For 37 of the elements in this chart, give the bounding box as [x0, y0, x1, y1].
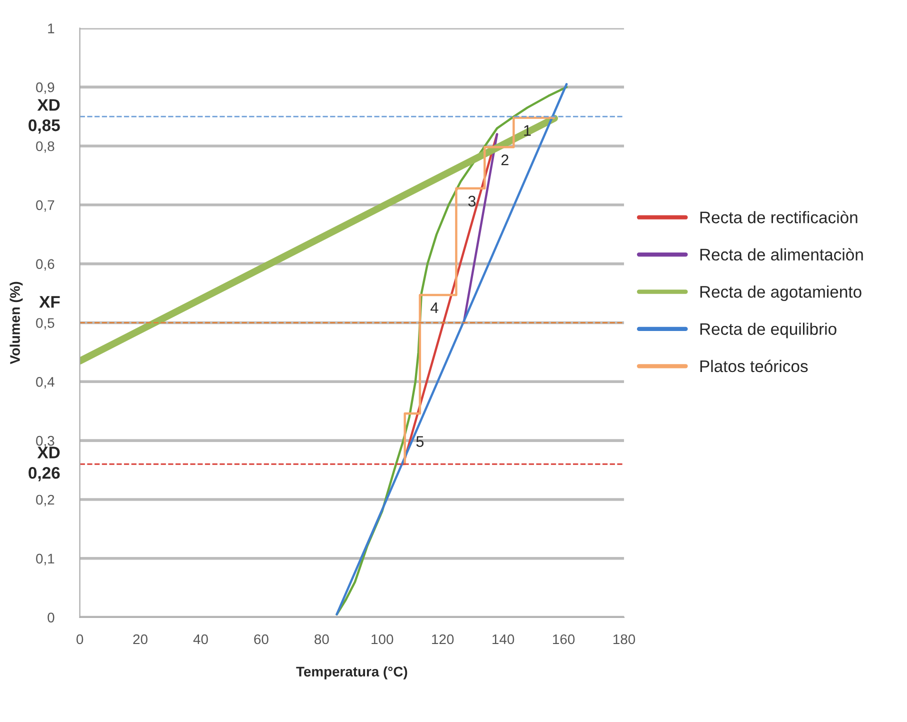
line-series: [404, 116, 555, 466]
y-tick-label: 0,9: [36, 82, 54, 94]
y-tick-label: 0,4: [36, 376, 54, 388]
legend-label: Recta de equilibrio: [700, 322, 836, 338]
x-tick-label: 140: [492, 634, 514, 644]
y-tick-label: 1: [48, 24, 54, 34]
legend-label: Recta de alimentaciòn: [700, 248, 863, 261]
x-tick-label: 80: [314, 634, 329, 644]
y-tick-label: 0,8: [36, 141, 54, 153]
annotation: 2: [501, 154, 508, 166]
legend-label: Platos teóricos: [700, 360, 808, 372]
y-axis-title: Volumen (%): [10, 282, 23, 364]
ref-line-label: XD 0,85: [28, 99, 60, 134]
x-tick-label: 40: [193, 634, 208, 644]
annotation: 4: [430, 302, 438, 314]
x-tick-label: 0: [76, 634, 84, 644]
y-tick-label: 0,5: [36, 318, 54, 330]
legend-label: Recta de agotamiento: [700, 286, 862, 302]
legend-label: Recta de rectificaciòn: [700, 210, 858, 224]
y-tick-label: 0,2: [36, 494, 54, 506]
ref-line-label: XD 0,26: [28, 446, 60, 482]
y-tick-label: 0,7: [36, 200, 54, 212]
x-tick-label: 20: [133, 634, 148, 644]
x-tick-label: 120: [432, 634, 454, 644]
y-tick-label: 0,6: [36, 259, 54, 271]
x-tick-label: 100: [372, 634, 394, 644]
y-tick-label: 0,3: [36, 436, 54, 448]
x-tick-label: 180: [613, 634, 636, 644]
annotation: 1: [524, 125, 531, 136]
y-tick-label: 0: [48, 612, 54, 622]
ref-line-label: XF: [39, 296, 60, 308]
x-tick-label: 60: [254, 634, 268, 644]
annotation: 3: [468, 196, 476, 207]
x-tick-label: 160: [553, 634, 575, 644]
y-tick-label: 0,1: [36, 554, 54, 566]
x-axis-title: Temperatura (°C): [296, 666, 408, 680]
annotation: 5: [416, 436, 424, 447]
